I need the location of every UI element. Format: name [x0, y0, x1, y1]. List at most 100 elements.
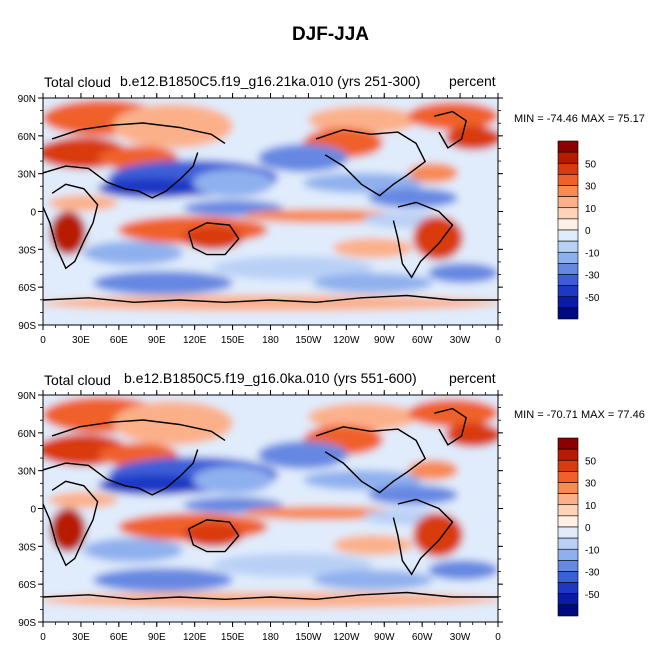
lon-label: 0 — [40, 335, 46, 346]
colorbar-swatch — [557, 174, 579, 186]
colorbar-swatch — [557, 582, 579, 595]
colorbar-swatch — [557, 263, 579, 275]
lat-label: 90N — [18, 391, 36, 402]
lat-label: 90S — [18, 321, 36, 332]
colorbar-swatch — [557, 471, 579, 483]
colorbar-swatch — [557, 548, 579, 561]
lon-label: 0 — [495, 335, 501, 346]
panel-1-contour-fill — [43, 98, 498, 325]
lat-label: 60S — [18, 580, 36, 591]
lat-label: 60S — [18, 283, 36, 294]
panel-1-minmax: MIN = -74.46 MAX = 75.17 — [514, 113, 645, 125]
colorbar-label: 30 — [585, 479, 597, 490]
panel-2-colorbar: 50 30 10 0 -10 -30 -50 — [557, 437, 600, 617]
colorbar-label: 10 — [585, 204, 597, 215]
coastline-7 — [43, 591, 498, 601]
colorbar-label: 50 — [585, 456, 597, 467]
colorbar-swatch — [557, 504, 579, 517]
lon-label: 180 — [262, 335, 279, 346]
coastline-2 — [51, 122, 226, 144]
colorbar-swatch — [557, 571, 579, 583]
lat-label: 0 — [30, 505, 36, 516]
colorbar-swatch — [557, 274, 579, 286]
lon-label: 150E — [221, 335, 245, 346]
lon-label: 30W — [450, 632, 471, 643]
lon-label: 60E — [110, 335, 128, 346]
lat-label: 90N — [18, 94, 36, 105]
lat-label: 0 — [30, 208, 36, 219]
colorbar-swatch — [557, 515, 579, 528]
panel-2-units-label: percent — [449, 370, 496, 386]
lon-label: 90W — [374, 632, 395, 643]
panel-1-colorbar: 50 30 10 0 -10 -30 -50 — [557, 140, 600, 320]
colorbar-swatch — [557, 493, 579, 506]
lat-label: 30S — [18, 542, 36, 553]
colorbar-swatch — [557, 307, 579, 320]
lon-label: 0 — [40, 632, 46, 643]
colorbar-swatch — [557, 185, 579, 197]
colorbar-label: 0 — [585, 226, 591, 237]
panel-1-field — [43, 98, 498, 325]
colorbar-swatch — [557, 296, 579, 309]
lon-label: 150W — [295, 632, 322, 643]
colorbar-swatch — [557, 560, 579, 572]
colorbar-label: 0 — [585, 523, 591, 534]
colorbar-label: 10 — [585, 501, 597, 512]
colorbar-label: -30 — [585, 271, 600, 282]
colorbar-swatch — [557, 162, 579, 175]
panel-2-minmax: MIN = -70.71 MAX = 77.46 — [514, 409, 645, 421]
colorbar-swatch — [557, 218, 579, 231]
colorbar-label: -10 — [585, 248, 600, 259]
colorbar-swatch — [557, 151, 579, 164]
lon-label: 0 — [495, 632, 501, 643]
coastline-0 — [43, 183, 99, 270]
coastline-5 — [392, 201, 454, 279]
coastline-0 — [43, 480, 99, 567]
colorbar-label: 50 — [585, 159, 597, 170]
panel-2-contour-fill — [43, 395, 498, 622]
colorbar-label: -50 — [585, 293, 600, 304]
lon-label: 120E — [183, 632, 207, 643]
coastline-3 — [187, 222, 240, 256]
lat-label: 30N — [18, 467, 36, 478]
lon-label: 180 — [262, 632, 279, 643]
colorbar-label: 30 — [585, 182, 597, 193]
lon-label: 120W — [333, 632, 360, 643]
page-title: DJF-JJA — [291, 24, 370, 45]
colorbar-swatch — [557, 482, 579, 494]
map-panel-1: 90N 60N 30N 0 30S 60S 90S 0 30E 60E 90E 120E 150E 180… — [18, 93, 600, 346]
coastline-5 — [392, 498, 454, 576]
lon-label: 60W — [412, 335, 433, 346]
coastline-4 — [315, 129, 427, 197]
lon-label: 90E — [148, 335, 166, 346]
panel-2-case-label: b.e12.B1850C5.f19_g16.0ka.010 (yrs 551-6… — [124, 370, 417, 386]
colorbar-swatch — [557, 593, 579, 606]
colorbar-swatch — [557, 285, 579, 298]
coastline-7 — [43, 294, 498, 304]
colorbar-swatch — [557, 196, 579, 209]
lon-label: 90E — [148, 632, 166, 643]
panel-1-coastlines — [43, 110, 498, 304]
coastline-6 — [434, 407, 468, 446]
panel-2-field — [43, 395, 498, 622]
colorbar-swatch — [557, 526, 579, 539]
coastline-1 — [43, 152, 199, 199]
coastline-4 — [315, 426, 427, 494]
coastline-1 — [43, 449, 199, 496]
lon-label: 30W — [450, 335, 471, 346]
colorbar-swatch — [557, 240, 579, 253]
panel-1-units-label: percent — [449, 73, 496, 89]
colorbar-label: -10 — [585, 545, 600, 556]
colorbar-label: -30 — [585, 568, 600, 579]
panels-layer: 90N 60N 30N 0 30S 60S 90S 0 30E 60E 90E 120E 150E 180… — [18, 93, 600, 643]
lon-label: 120W — [333, 335, 360, 346]
colorbar-swatch — [557, 207, 579, 220]
colorbar-swatch — [557, 537, 579, 550]
map-panel-2: 90N 60N 30N 0 30S 60S 90S 0 30E 60E 90E 120E 150E 180… — [18, 390, 600, 643]
lon-label: 60W — [412, 632, 433, 643]
lat-label: 30S — [18, 245, 36, 256]
colorbar-swatch — [557, 448, 579, 461]
coastline-3 — [187, 519, 240, 553]
lon-label: 120E — [183, 335, 207, 346]
colorbar-label: -50 — [585, 590, 600, 601]
